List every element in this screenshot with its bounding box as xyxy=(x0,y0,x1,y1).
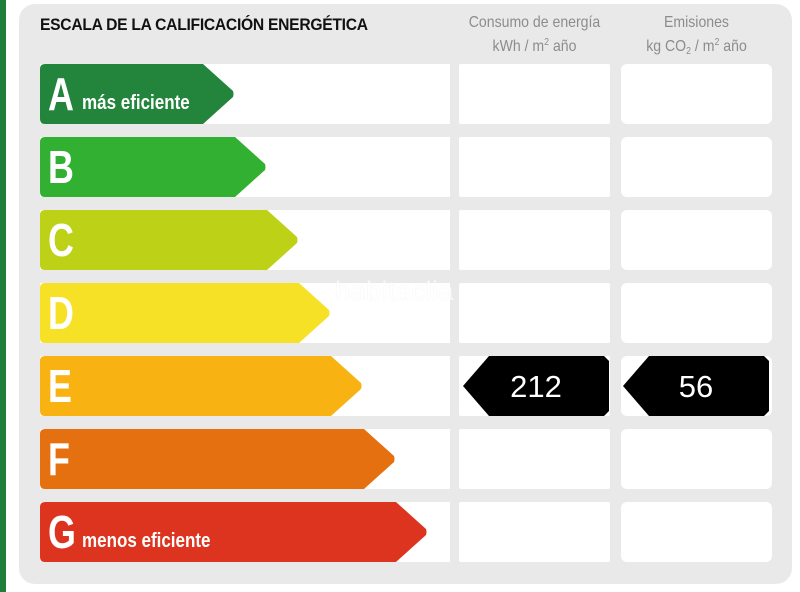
rating-row-d: D xyxy=(40,283,772,343)
rating-letter: C xyxy=(48,214,74,266)
emissions-cell xyxy=(621,502,772,562)
rating-row-e: E 212 56 xyxy=(40,356,772,416)
arrow-shape-icon xyxy=(40,429,395,489)
emissions-cell xyxy=(621,137,772,197)
rating-arrow-e: E xyxy=(40,356,362,416)
arrow-shape-icon xyxy=(40,64,234,124)
rating-letter: D xyxy=(48,287,74,339)
arrow-shape-icon xyxy=(40,502,427,562)
pointer-tag-icon xyxy=(463,356,609,416)
consumption-value-tag: 212 xyxy=(463,356,609,416)
rating-arrow-c: C xyxy=(40,210,298,270)
chart-title: ESCALA DE LA CALIFICACIÓN ENERGÉTICA xyxy=(40,15,368,34)
side-accent-strip xyxy=(0,0,6,592)
arrow-shape-icon xyxy=(40,137,266,197)
arrow-shape-icon xyxy=(40,210,298,270)
emissions-header-label: Emisiones xyxy=(664,14,729,31)
emissions-header-unit: kg CO2 / m2 año xyxy=(646,37,747,57)
consumption-column-header: Consumo de energía kWh / m2 año xyxy=(468,11,601,59)
rating-row-b: B xyxy=(40,137,772,197)
pointer-tag-icon xyxy=(623,356,769,416)
consumption-cell xyxy=(459,283,610,343)
consumption-header-label: Consumo de energía xyxy=(468,14,601,31)
watermark: habitaclia xyxy=(335,276,455,306)
rating-sublabel: más eficiente xyxy=(82,92,190,114)
rating-letter: E xyxy=(48,360,72,412)
consumption-cell xyxy=(459,64,610,124)
value-text: 56 xyxy=(678,369,714,404)
emissions-column-header: Emisiones kg CO2 / m2 año xyxy=(630,11,763,59)
rating-arrow-b: B xyxy=(40,137,266,197)
value-text: 212 xyxy=(510,369,562,404)
consumption-cell xyxy=(459,502,610,562)
consumption-cell xyxy=(459,210,610,270)
rating-arrow-f: F xyxy=(40,429,395,489)
rating-sublabel: menos eficiente xyxy=(82,530,211,552)
emissions-value-tag: 56 xyxy=(623,356,769,416)
arrow-shape-icon xyxy=(40,283,330,343)
arrow-shape-icon xyxy=(40,356,362,416)
rating-letter: G xyxy=(48,506,76,558)
emissions-cell xyxy=(621,210,772,270)
consumption-header-unit: kWh / m2 año xyxy=(492,37,577,56)
rating-letter: B xyxy=(48,141,74,193)
emissions-cell xyxy=(621,64,772,124)
rating-row-c: C xyxy=(40,210,772,270)
rating-letter: F xyxy=(48,433,70,485)
consumption-cell xyxy=(459,429,610,489)
emissions-cell xyxy=(621,283,772,343)
rating-arrow-d: D xyxy=(40,283,330,343)
emissions-cell xyxy=(621,429,772,489)
rating-row-f: F xyxy=(40,429,772,489)
consumption-cell xyxy=(459,137,610,197)
rating-letter: A xyxy=(48,68,74,120)
